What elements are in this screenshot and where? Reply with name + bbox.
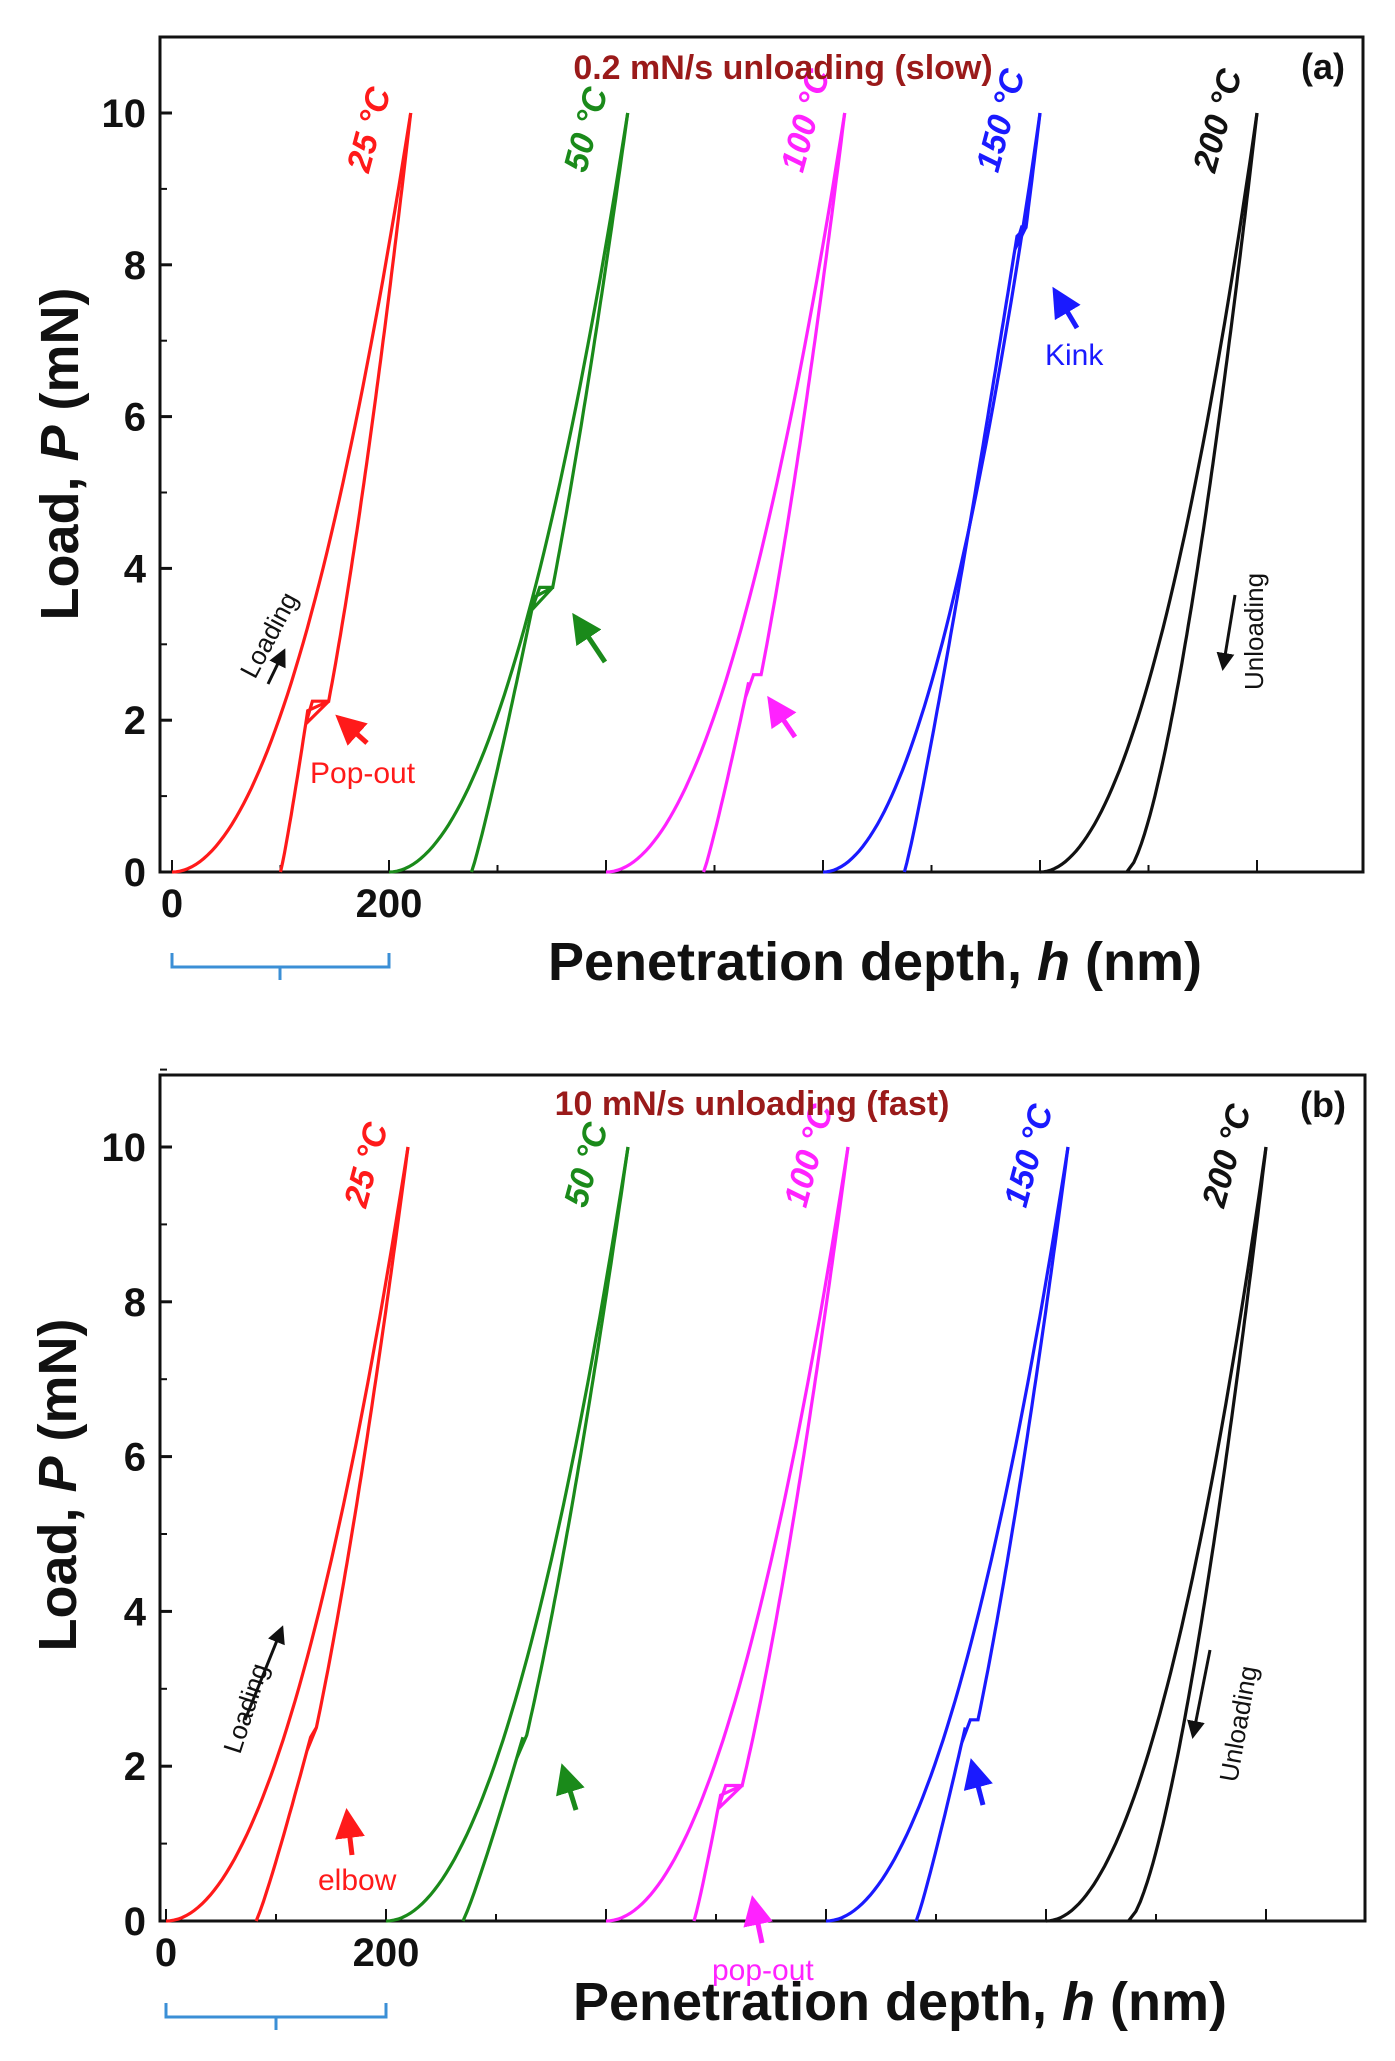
pop-out-arrow-b	[743, 1895, 773, 1944]
loading-curve-100C	[605, 1146, 850, 1923]
x-tick-label: 200	[356, 882, 423, 926]
series-label-200C: 200 °C	[1186, 65, 1250, 177]
y-axis-title-b: Load, P (mN)	[28, 1318, 88, 1651]
series-group-a: 25 °C 50 °C 100 °C 150 °C 200 °C	[171, 65, 1259, 874]
series-label-25C: 25 °C	[337, 1118, 396, 1212]
x-tick-label: 200	[353, 1931, 420, 1975]
elbow-arrow-b	[335, 1808, 365, 1856]
ticks-a: 0 2 4 6 8 10 0 200	[102, 36, 1258, 926]
loading-curve-150C	[825, 1146, 1070, 1923]
loading-curve-50C	[388, 112, 630, 874]
scale-bracket-a	[170, 953, 391, 980]
ticks-b: 0 2 4 6 8 10 0 200	[102, 1068, 1267, 1975]
unloading-curve-50C	[461, 1146, 630, 1922]
elbow-arrow-b-50	[556, 1763, 585, 1811]
series-label-200C: 200 °C	[1195, 1100, 1259, 1212]
series-label-50C: 50 °C	[557, 1118, 616, 1211]
x-axis-title-b: Penetration depth, h (nm)	[573, 1972, 1227, 2032]
y-tick-label: 0	[124, 851, 146, 895]
pop-out-arrow-a-100	[767, 695, 798, 739]
unloading-curve-150C	[902, 112, 1042, 873]
unloading-curve-200C	[1127, 1146, 1268, 1922]
pop-out-arrow-a	[335, 714, 369, 746]
loading-curve-200C	[1039, 112, 1259, 874]
y-tick-label: 6	[124, 396, 146, 440]
unloading-curve-200C	[1125, 112, 1259, 873]
series-label-50C: 50 °C	[557, 83, 616, 176]
loading-curve-200C	[1045, 1146, 1268, 1923]
loading-curve-25C	[165, 1146, 410, 1923]
y-tick-label: 10	[102, 92, 147, 136]
loading-arrow-b	[243, 1625, 285, 1721]
pop-out-label-b: pop-out	[712, 1954, 814, 1987]
y-tick-label: 4	[124, 547, 147, 591]
scale-bracket-b	[164, 2003, 388, 2030]
panel-b-label: (b)	[1300, 1084, 1346, 1125]
pop-out-label-a: Pop-out	[310, 757, 416, 790]
unloading-curve-100C	[702, 112, 847, 873]
unloading-curve-100C	[692, 1146, 850, 1922]
y-tick-label: 2	[124, 699, 146, 743]
series-group-b: 25 °C 50 °C 100 °C 150 °C 200 °C	[165, 1100, 1268, 1923]
unloading-curve-25C	[254, 1146, 410, 1922]
unloading-label-b: Unloading	[1213, 1664, 1263, 1785]
unloading-arrow-b	[1187, 1649, 1212, 1739]
loading-curve-100C	[605, 112, 847, 874]
x-tick-label: 0	[155, 1931, 177, 1975]
y-tick-label: 2	[124, 1745, 146, 1789]
y-tick-label: 0	[124, 1900, 146, 1944]
unloading-curve-25C	[278, 112, 413, 873]
panel-a-label: (a)	[1301, 46, 1345, 87]
elbow-label-b: elbow	[318, 1864, 397, 1897]
loading-curve-25C	[171, 112, 413, 874]
y-tick-label: 4	[124, 1590, 147, 1634]
elbow-arrow-b-150	[963, 1758, 993, 1806]
unloading-curve-150C	[914, 1146, 1070, 1922]
unloading-label-a: Unloading	[1239, 573, 1269, 690]
y-tick-label: 8	[124, 244, 146, 288]
pop-out-arrow-a-50	[572, 612, 608, 664]
loading-curve-50C	[385, 1146, 630, 1923]
loading-label-b: Loading	[217, 1660, 274, 1757]
loading-label-a: Loading	[234, 587, 304, 683]
y-tick-label: 6	[124, 1436, 146, 1480]
panel-a-title: 0.2 mN/s unloading (slow)	[573, 49, 992, 87]
loading-curve-150C	[822, 112, 1042, 874]
kink-arrow-a	[1052, 286, 1081, 330]
x-tick-label: 0	[161, 882, 183, 926]
x-axis-title-a: Penetration depth, h (nm)	[548, 932, 1202, 992]
series-label-25C: 25 °C	[339, 83, 398, 177]
plot-frame-a	[158, 35, 1365, 874]
loading-arrow-a	[266, 648, 286, 685]
unloading-arrow-a	[1216, 594, 1237, 671]
y-axis-title-a: Load, P (mN)	[30, 287, 90, 620]
y-tick-label: 8	[124, 1281, 146, 1325]
kink-label-a: Kink	[1045, 339, 1104, 372]
panel-b-title: 10 mN/s unloading (fast)	[555, 1085, 950, 1123]
unloading-curve-50C	[469, 112, 630, 873]
series-label-150C: 150 °C	[997, 1100, 1061, 1211]
y-tick-label: 10	[102, 1126, 147, 1170]
